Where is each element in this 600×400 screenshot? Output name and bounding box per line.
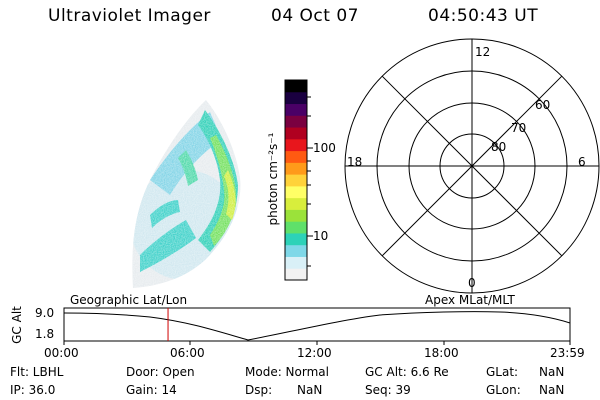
mlat-label-60: 60 bbox=[535, 98, 551, 112]
x-tick-1200: 12:00 bbox=[297, 346, 332, 360]
colorbar bbox=[285, 80, 307, 281]
date-label: 04 Oct 07 bbox=[271, 6, 359, 26]
mlat-label-80: 80 bbox=[491, 140, 507, 154]
mlt-label-12: 12 bbox=[475, 45, 491, 59]
colorbar-band bbox=[285, 80, 307, 93]
dsp-label: Dsp: bbox=[245, 383, 273, 397]
polar-grid bbox=[344, 38, 600, 294]
auroral-image bbox=[132, 100, 241, 288]
glat-value: NaN bbox=[539, 365, 565, 379]
colorbar-band bbox=[285, 115, 307, 128]
colorbar-frame bbox=[284, 79, 308, 281]
seq-info: Seq: 39 bbox=[365, 383, 411, 397]
glat-label: GLat: bbox=[486, 365, 519, 379]
colorbar-band bbox=[285, 221, 307, 234]
door-info: Door: Open bbox=[126, 365, 195, 379]
colorbar-band bbox=[285, 174, 307, 187]
mlt-label-6: 6 bbox=[578, 155, 586, 169]
x-tick-1800: 18:00 bbox=[424, 346, 459, 360]
altitude-strip bbox=[63, 307, 571, 345]
mlt-label-18: 18 bbox=[347, 155, 363, 169]
colorbar-band bbox=[285, 127, 307, 140]
mode-info: Mode: Normal bbox=[245, 365, 329, 379]
filter-info: Flt: LBHL bbox=[10, 365, 64, 379]
colorbar-band bbox=[285, 138, 307, 152]
colorbar-band bbox=[285, 185, 307, 199]
colorbar-unit-label: photon cm⁻²s⁻¹ bbox=[266, 132, 280, 226]
colorbar-band bbox=[285, 197, 307, 210]
gain-info: Gain: 14 bbox=[126, 383, 177, 397]
colorbar-band bbox=[285, 91, 307, 105]
colorbar-band bbox=[285, 209, 307, 222]
x-tick-2359: 23:59 bbox=[550, 346, 585, 360]
x-tick-0000: 00:00 bbox=[44, 346, 79, 360]
colorbar-band bbox=[285, 103, 307, 116]
colorbar-band bbox=[285, 244, 307, 257]
glon-label: GLon: bbox=[486, 383, 521, 397]
mlt-label-0: 0 bbox=[468, 276, 476, 290]
geographic-caption: Geographic Lat/Lon bbox=[70, 293, 188, 307]
time-label: 04:50:43 UT bbox=[428, 6, 539, 26]
colorbar-band bbox=[285, 150, 307, 163]
colorbar-band bbox=[285, 268, 307, 281]
gc-alt-axis-label: GC Alt bbox=[10, 306, 24, 344]
colorbar-ticks bbox=[307, 96, 313, 267]
alt-tick-min: 1.8 bbox=[35, 327, 55, 341]
instrument-title: Ultraviolet Imager bbox=[48, 6, 211, 26]
x-tick-0600: 06:00 bbox=[170, 346, 205, 360]
alt-tick-max: 9.0 bbox=[35, 306, 55, 320]
ip-info: IP: 36.0 bbox=[10, 383, 56, 397]
glon-value: NaN bbox=[539, 383, 565, 397]
dsp-value: NaN bbox=[297, 383, 323, 397]
gc-alt-info: GC Alt: 6.6 Re bbox=[365, 365, 449, 379]
apex-caption: Apex MLat/MLT bbox=[425, 293, 515, 307]
colorbar-tick-100: 100 bbox=[313, 141, 336, 155]
colorbar-band bbox=[285, 232, 307, 246]
mlat-label-70: 70 bbox=[511, 121, 527, 135]
colorbar-band bbox=[285, 256, 307, 269]
colorbar-tick-10: 10 bbox=[313, 229, 329, 243]
colorbar-band bbox=[285, 162, 307, 175]
